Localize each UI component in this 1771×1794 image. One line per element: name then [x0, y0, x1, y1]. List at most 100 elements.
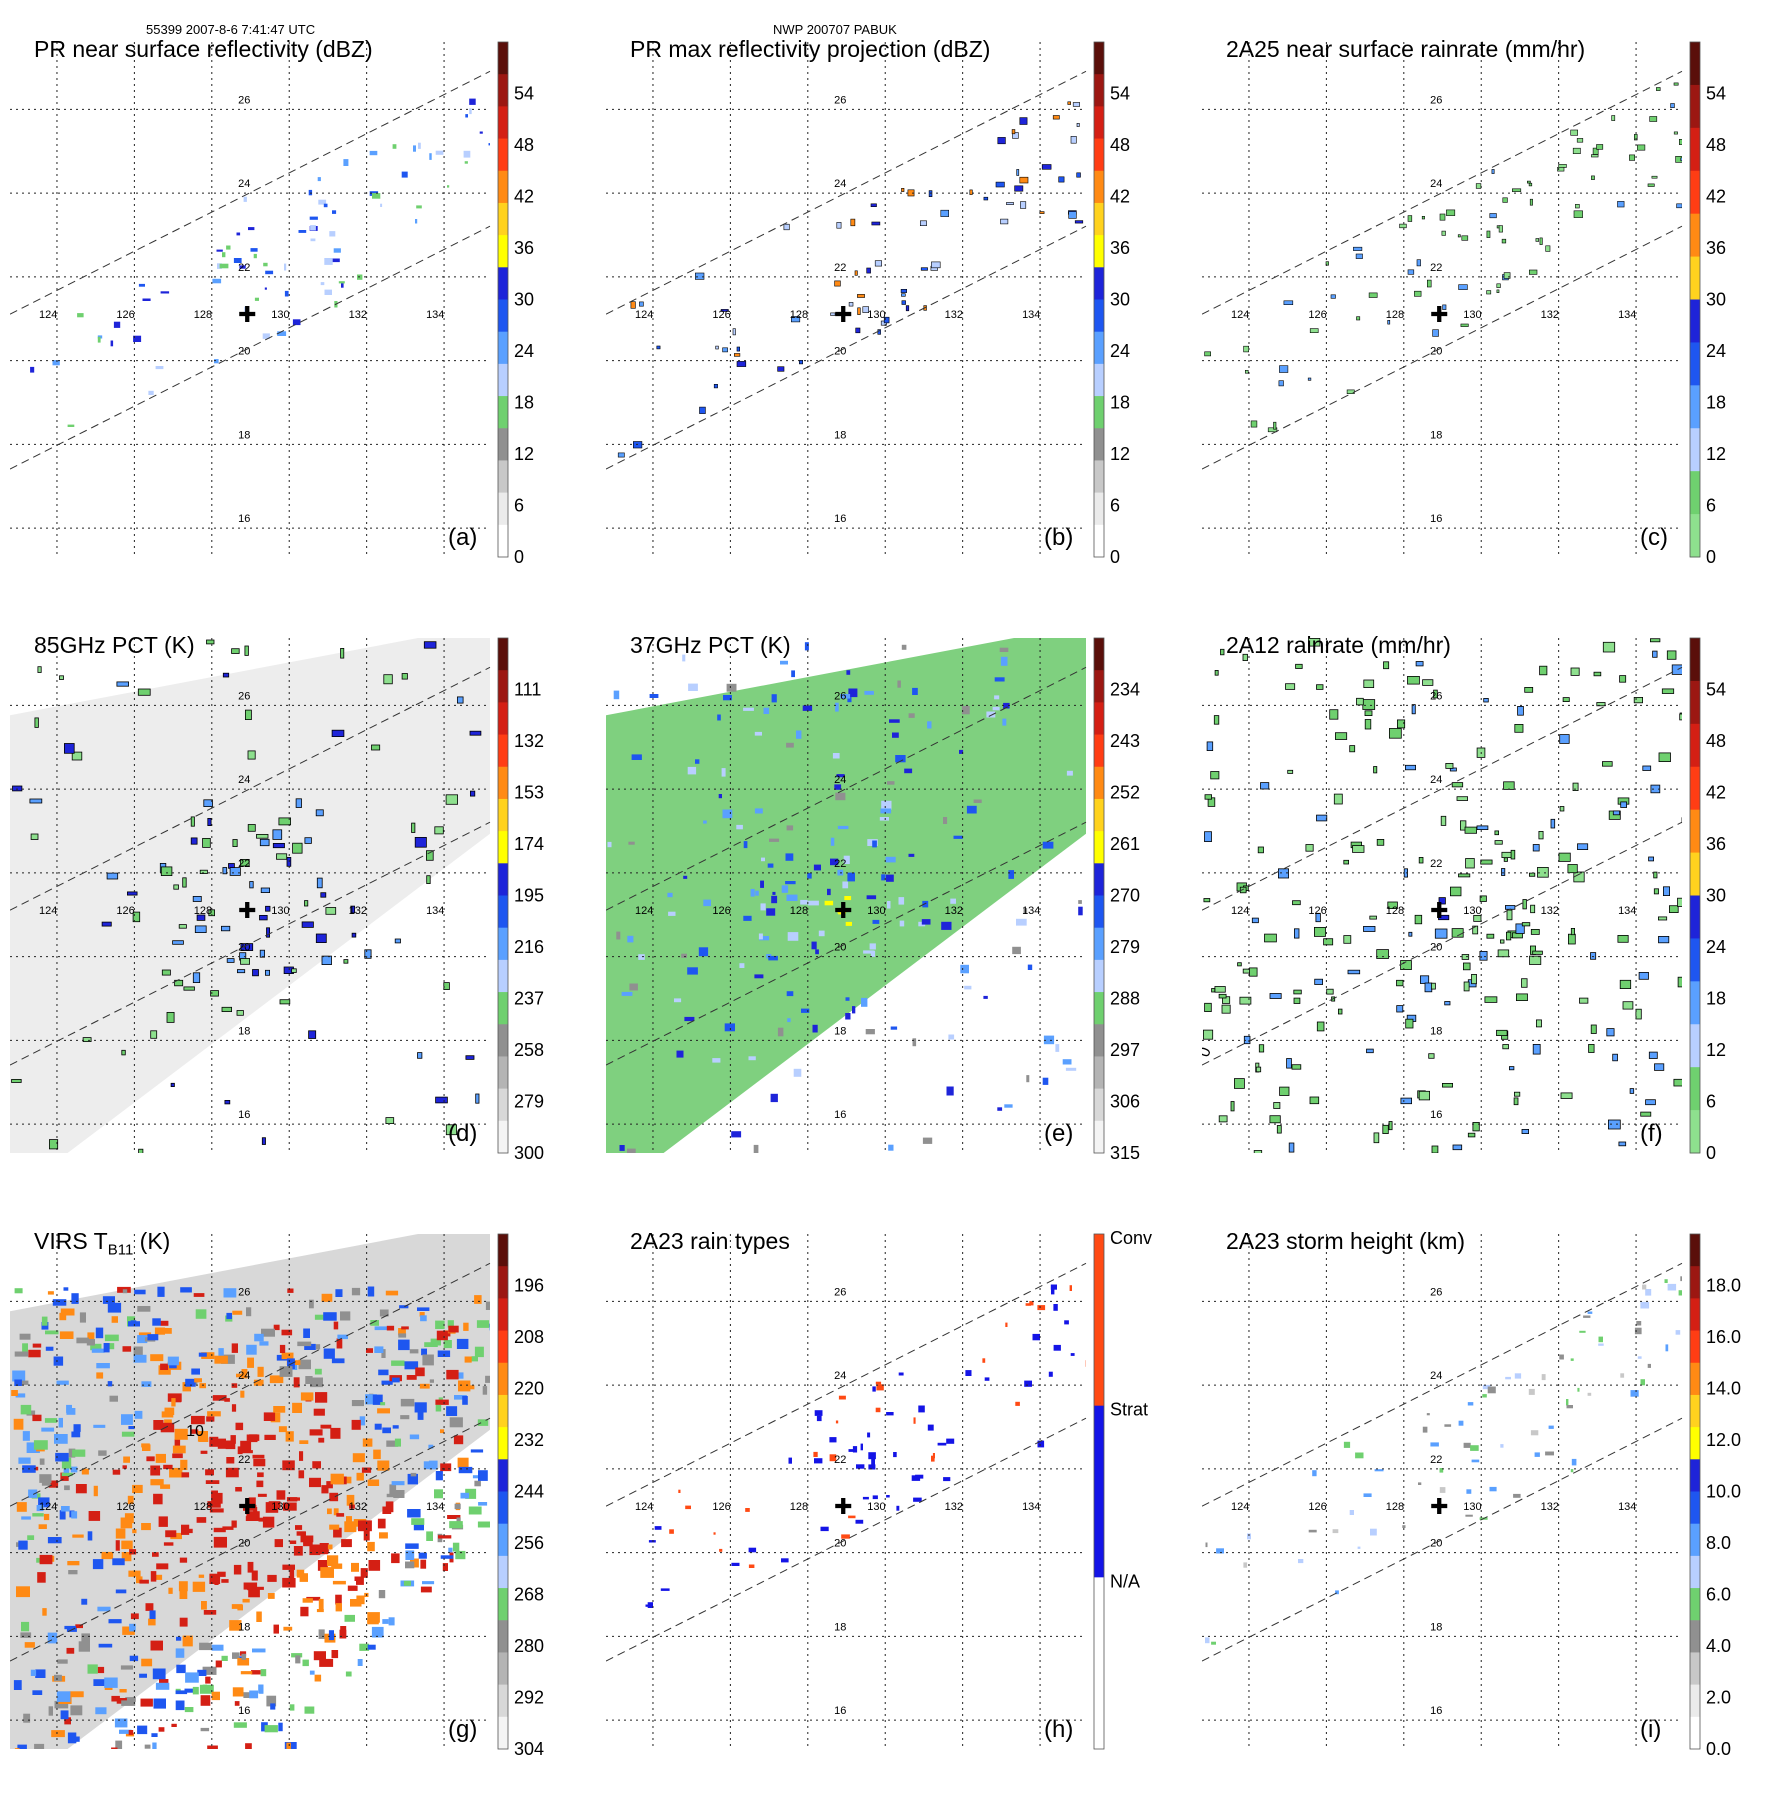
- field-cell: [807, 873, 812, 879]
- field-cell: [871, 1458, 875, 1465]
- swath-edge: [1202, 225, 1683, 470]
- field-cell: [1005, 1322, 1008, 1327]
- colorbar-segment: [1690, 680, 1700, 725]
- lat-tick-label: 18: [1430, 1025, 1442, 1037]
- field-cell: [41, 1427, 55, 1432]
- field-cell: [421, 1348, 427, 1356]
- field-cell: [61, 1506, 70, 1512]
- field-cell: [398, 1339, 410, 1351]
- field-cell: [1431, 1145, 1439, 1153]
- field-cell: [434, 1489, 443, 1499]
- field-cell: [887, 901, 891, 909]
- field-cell: [997, 137, 1006, 145]
- field-cell: [852, 1006, 856, 1014]
- colorbar-tick-label: 234: [1110, 680, 1140, 700]
- colorbar-segment: [1690, 1394, 1700, 1428]
- field-cell: [1312, 1470, 1317, 1477]
- field-cell: [317, 177, 321, 182]
- field-cell: [414, 1402, 427, 1413]
- field-cell: [278, 817, 291, 826]
- colorbar-tick-label: 24: [1110, 341, 1130, 361]
- field-cell: [137, 1306, 151, 1312]
- field-cell: [850, 218, 856, 227]
- field-cell: [59, 1312, 67, 1321]
- field-cell: [190, 837, 198, 845]
- field-cell: [1055, 1044, 1060, 1052]
- panel-e-title: 37GHz PCT (K): [630, 632, 791, 659]
- field-cell: [231, 1343, 238, 1353]
- panel-title-text: VIRS T: [34, 1228, 108, 1254]
- field-cell: [1532, 950, 1543, 955]
- field-cell: [68, 1570, 78, 1575]
- field-cell: [435, 1404, 442, 1412]
- field-cell: [754, 974, 764, 979]
- field-cell: [346, 1494, 355, 1506]
- field-cell: [289, 1540, 297, 1544]
- field-cell: [270, 1412, 281, 1423]
- field-cell: [434, 826, 444, 835]
- field-cell: [449, 1521, 463, 1529]
- field-cell: [302, 1659, 309, 1667]
- field-cell: [406, 1375, 417, 1380]
- field-cell: [138, 283, 145, 287]
- field-cell: [190, 1429, 199, 1434]
- field-cell: [1363, 1493, 1372, 1497]
- panel-a-plot: 124 126 128 130 132 134262422201816✚544842363…: [10, 41, 534, 567]
- field-cell: [22, 1343, 28, 1354]
- field-cell: [39, 1474, 52, 1483]
- field-cell: [1356, 697, 1364, 706]
- field-cell: [760, 880, 764, 888]
- field-cell: [210, 990, 219, 997]
- field-cell: [240, 1651, 247, 1656]
- field-cell: [277, 331, 287, 336]
- field-cell: [1399, 223, 1407, 229]
- lon-tick-label: 124: [39, 309, 57, 321]
- colorbar-tick-label: 300: [514, 1143, 544, 1163]
- field-cell: [1596, 702, 1606, 707]
- field-cell: [868, 1464, 876, 1470]
- colorbar-segment: [498, 74, 508, 107]
- field-cell: [834, 280, 841, 287]
- field-cell: [37, 666, 42, 673]
- field-cell: [846, 670, 851, 675]
- field-cell: [904, 768, 913, 774]
- colorbar-segment: [1690, 852, 1700, 896]
- field-cell: [410, 1472, 417, 1477]
- field-cell: [1346, 389, 1355, 394]
- colorbar-tick-label: Conv: [1110, 1228, 1152, 1248]
- field-cell: [335, 1594, 342, 1605]
- colorbar-tick-label: 30: [1706, 290, 1726, 310]
- field-cell: [862, 1496, 869, 1500]
- field-cell: [26, 1442, 40, 1453]
- field-cell: [174, 1439, 181, 1450]
- field-cell: [1622, 1001, 1634, 1010]
- field-cell: [313, 1651, 326, 1661]
- field-cell: [736, 361, 747, 367]
- colorbar-segment: [1094, 492, 1104, 526]
- field-cell: [1496, 1029, 1508, 1036]
- field-cell: [832, 753, 840, 759]
- field-cell: [332, 1580, 346, 1585]
- lon-tick-label: 132: [1541, 905, 1559, 917]
- field-cell: [872, 1386, 876, 1392]
- field-cell: [1521, 978, 1528, 988]
- field-cell: [246, 1434, 260, 1441]
- field-cell: [217, 263, 222, 269]
- colorbar-segment: [498, 1716, 508, 1750]
- field-cell: [1572, 782, 1579, 792]
- field-cell: [293, 1377, 300, 1388]
- field-cell: [1376, 838, 1385, 846]
- field-cell: [446, 1369, 459, 1380]
- panel-d-plot: 124 126 128 130 132 134262422201816✚111132153…: [10, 637, 544, 1163]
- field-cell: [119, 1689, 127, 1693]
- field-cell: [179, 1617, 188, 1627]
- field-cell: [226, 245, 231, 250]
- field-cell: [1308, 638, 1321, 647]
- field-cell: [34, 717, 39, 728]
- lon-tick-label: 134: [426, 1501, 444, 1513]
- field-cell: [310, 225, 316, 231]
- field-cell: [1326, 988, 1334, 995]
- colorbar-tick-label: 2.0: [1706, 1688, 1731, 1708]
- field-cell: [918, 1405, 925, 1413]
- field-cell: [883, 316, 890, 324]
